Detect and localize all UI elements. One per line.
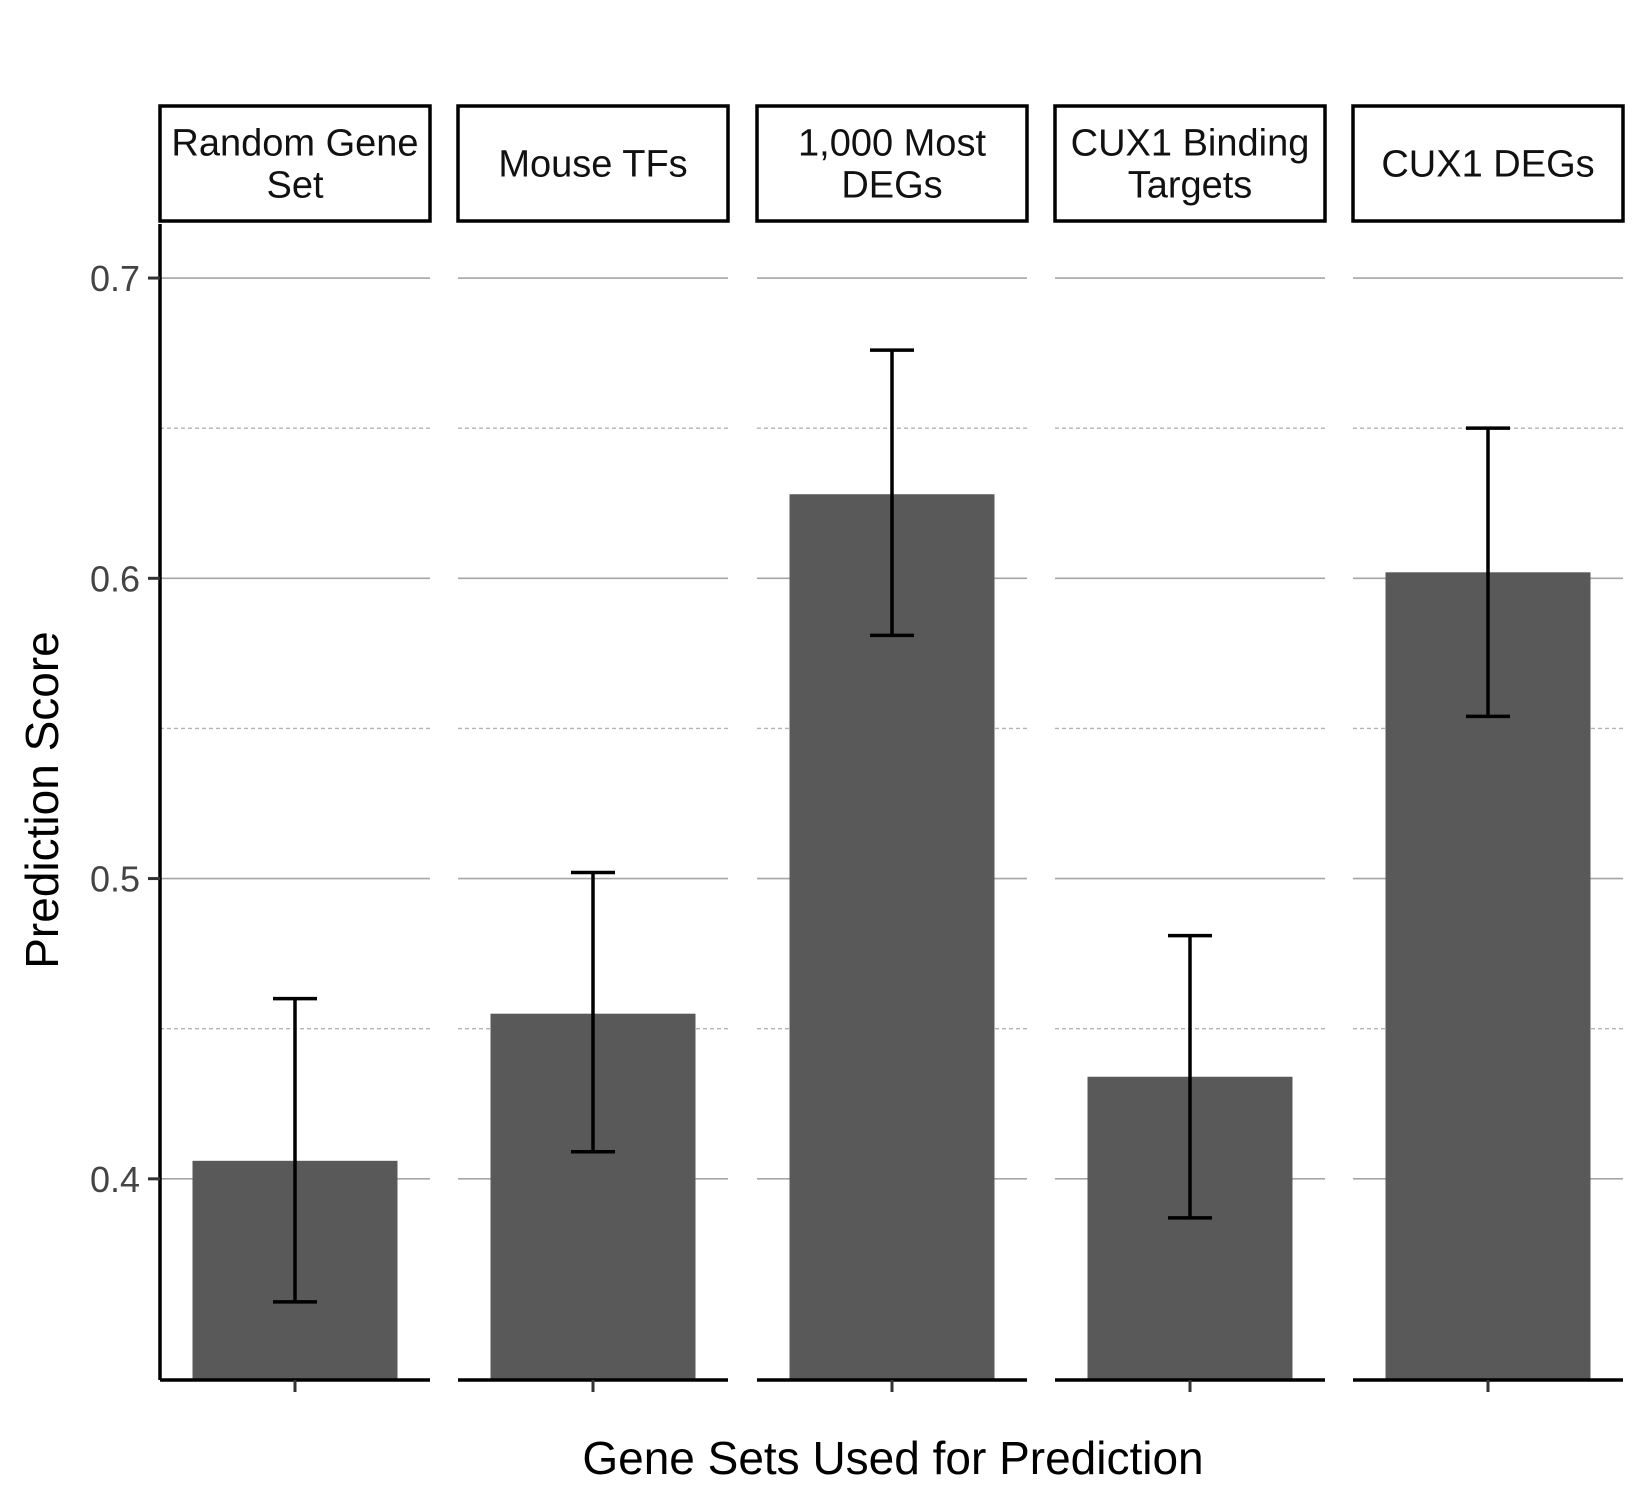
facet-strip-label: Random Gene Set <box>171 123 418 207</box>
facet-strip-box <box>755 104 1029 223</box>
facet-strip-label-line: Random Gene <box>171 123 418 165</box>
facet-strip-label-line: 1,000 Most <box>798 123 986 165</box>
x-axis-title: Gene Sets Used for Prediction <box>582 1432 1203 1484</box>
facet-strip-box <box>1053 104 1327 223</box>
facet-strip-label: CUX1 DEGs <box>1381 144 1594 186</box>
strip-layer: Random Gene Set Mouse TFs 1,000 Most DEGs CUX… <box>158 104 1625 223</box>
error-layer <box>273 348 1510 1304</box>
facet-strip: 1,000 Most DEGs <box>755 104 1029 223</box>
error-bar-5 <box>1466 426 1510 719</box>
y-tick-label: 0.4 <box>90 1159 140 1200</box>
error-bar-4 <box>1168 933 1212 1220</box>
error-bar-1 <box>273 996 317 1304</box>
axis-layer: 0.4 0.5 0.6 0.7 <box>90 224 1623 1392</box>
error-bar-3 <box>870 348 914 638</box>
facet-strip-label: CUX1 Binding Targets <box>1071 123 1310 207</box>
facet-strip-box <box>1351 104 1625 223</box>
y-tick-label: 0.7 <box>90 258 140 299</box>
facet-strip: Mouse TFs <box>456 104 730 223</box>
facet-strip: CUX1 DEGs <box>1351 104 1625 223</box>
facet-strip-label: Mouse TFs <box>498 144 687 186</box>
facet-strip: Random Gene Set <box>158 104 432 223</box>
facet-strip-box <box>456 104 730 223</box>
facet-strip-label-line: CUX1 DEGs <box>1381 144 1594 186</box>
facet-strip: CUX1 Binding Targets <box>1053 104 1327 223</box>
facet-strip-label-line: Targets <box>1128 165 1253 207</box>
bar-layer <box>192 494 1591 1380</box>
error-bar-2 <box>571 870 615 1154</box>
facet-strip-box <box>158 104 432 223</box>
bar-3 <box>789 494 995 1380</box>
y-tick-label: 0.6 <box>90 558 140 599</box>
facet-strip-label: 1,000 Most DEGs <box>798 123 986 207</box>
y-axis-title: Prediction Score <box>16 631 68 969</box>
facet-strip-label-line: CUX1 Binding <box>1071 123 1310 165</box>
facet-strip-label-line: DEGs <box>841 165 942 207</box>
y-tick-label: 0.5 <box>90 859 140 900</box>
facet-strip-label-line: Mouse TFs <box>498 144 687 186</box>
facet-strip-label-line: Set <box>266 165 323 207</box>
